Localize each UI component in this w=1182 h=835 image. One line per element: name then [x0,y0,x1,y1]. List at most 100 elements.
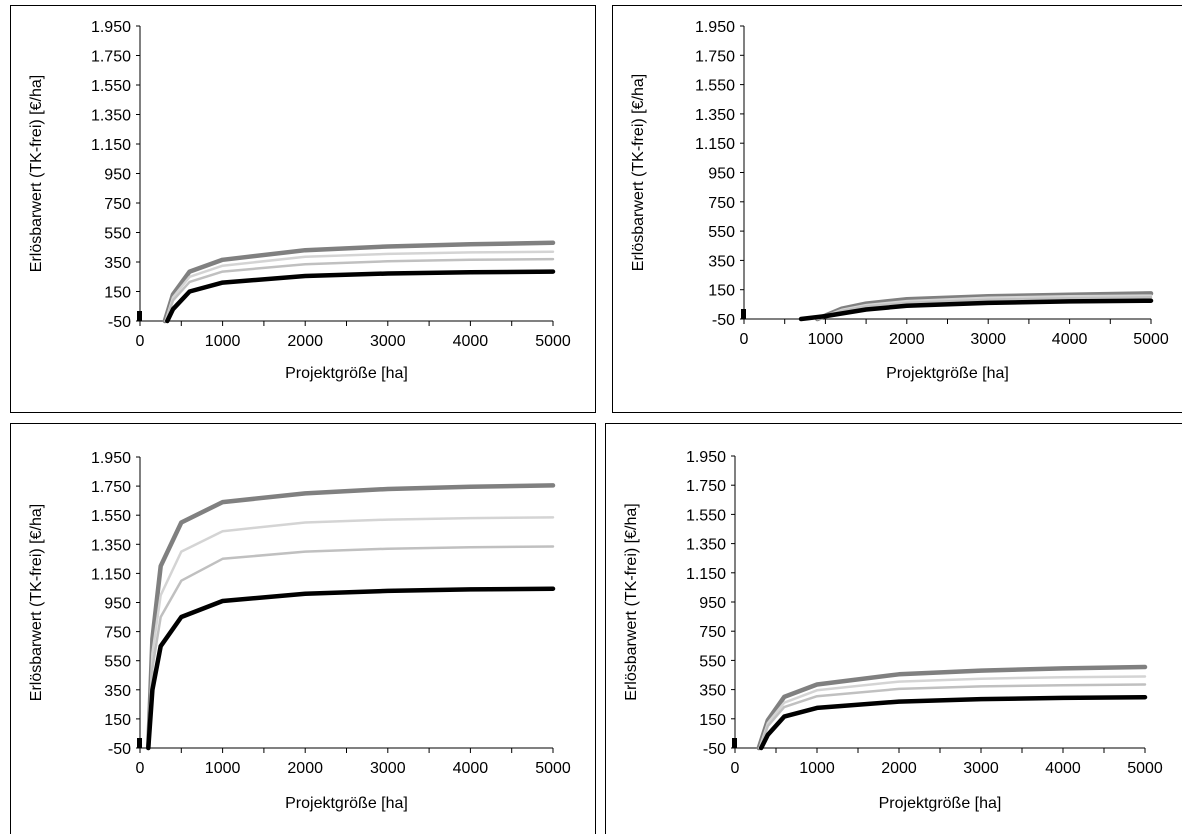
y-tick-label: 1.150 [91,566,131,583]
y-tick-label: -50 [108,314,131,331]
x-tick-label: 5000 [535,760,571,777]
y-tick-label: 150 [104,712,131,729]
y-axis-title: Erlösbarwert (TK-frei) [€/ha] [623,503,640,700]
y-tick-label: 1.750 [686,478,726,495]
x-tick-label: 1000 [799,760,835,777]
y-tick-label: 1.550 [91,508,131,525]
y-axis-title: Erlösbarwert (TK-frei) [€/ha] [28,504,45,701]
x-tick-label: 4000 [1052,331,1088,348]
series-line-4 [758,694,1148,751]
series-line-2 [147,516,555,750]
y-tick-label: 1.350 [686,537,726,554]
x-tick-label: 4000 [453,760,489,777]
y-tick-label: -50 [703,741,726,758]
x-tick-label: 0 [136,333,145,350]
x-tick-label: 4000 [453,333,489,350]
y-tick-label: 1.750 [91,49,131,66]
x-tick-label: 1000 [808,331,844,348]
chart-panel-top-left: -50 150 350 550 750 950 1.150 1.350 1.550 1.750 1.… [10,5,596,413]
x-tick-label: 0 [136,760,145,777]
series-line-3 [147,545,555,750]
series-line-2 [758,675,1147,750]
series-line-3 [165,257,555,323]
x-tick-label: 3000 [370,333,406,350]
chart-bottom-left: -50 150 350 550 750 950 1.150 1.350 1.550 1.750 1.… [28,450,571,812]
origin-marker [137,738,142,748]
y-tick-label: 550 [104,654,131,671]
origin-marker [137,311,142,321]
y-tick-label: 1.750 [695,48,735,65]
series-line-4 [146,586,556,751]
y-axis-title: Erlösbarwert (TK-frei) [€/ha] [630,74,647,271]
y-tick-label: 350 [104,683,131,700]
series-line-3 [759,683,1147,750]
y-tick-label: 150 [104,285,131,302]
x-tick-label: 2000 [287,760,323,777]
y-tick-label: -50 [712,312,735,329]
y-tick-label: 950 [708,166,735,183]
series-line-1 [756,664,1148,751]
chart-panel-top-right: -50 150 350 550 750 950 1.150 1.350 1.550 1.750 1.… [612,5,1182,413]
x-tick-label: 3000 [970,331,1006,348]
x-tick-label: 5000 [1127,760,1163,777]
series-line-4 [165,269,556,324]
y-tick-label: 350 [699,683,726,700]
y-tick-label: 750 [699,624,726,641]
y-tick-label: 1.950 [686,449,726,466]
y-tick-label: 1.150 [686,566,726,583]
chart-bottom-right: -50 150 350 550 750 950 1.150 1.350 1.550 1.750 1.… [623,449,1163,812]
series-line-3 [816,296,1153,321]
y-tick-label: 950 [699,595,726,612]
x-tick-label: 2000 [287,333,323,350]
chart-top-right: -50 150 350 550 750 950 1.150 1.350 1.550 1.750 1.… [630,19,1169,382]
x-tick-label: 5000 [535,333,571,350]
series-line-4 [798,298,1154,322]
y-tick-label: 1.950 [91,19,131,36]
y-tick-label: 1.150 [695,136,735,153]
x-tick-label: 4000 [1045,760,1081,777]
y-tick-label: 1.550 [695,78,735,95]
x-tick-label: 2000 [889,331,925,348]
series-line-2 [164,250,555,323]
y-tick-label: 1.950 [695,19,735,36]
y-tick-label: 350 [708,253,735,270]
y-tick-label: 750 [708,195,735,212]
x-axis-title: Projektgröße [ha] [285,365,408,382]
series-line-1 [162,240,556,324]
y-axis-title: Erlösbarwert (TK-frei) [€/ha] [28,75,45,272]
x-tick-label: 3000 [370,760,406,777]
y-tick-label: 950 [104,167,131,184]
y-tick-label: 1.350 [695,107,735,124]
y-tick-label: 350 [104,255,131,272]
y-tick-label: 550 [104,226,131,243]
x-axis-title: Projektgröße [ha] [879,795,1002,812]
x-axis-title: Projektgröße [ha] [285,795,408,812]
x-tick-label: 5000 [1133,331,1169,348]
y-tick-label: -50 [108,741,131,758]
x-tick-label: 0 [740,331,749,348]
y-tick-label: 750 [104,625,131,642]
chart-panel-bottom-right: -50 150 350 550 750 950 1.150 1.350 1.550 1.750 1.… [605,423,1182,834]
y-tick-label: 150 [708,283,735,300]
x-tick-label: 1000 [205,333,241,350]
y-tick-label: 1.950 [91,450,131,467]
y-tick-label: 1.350 [91,537,131,554]
chart-panel-bottom-left: -50 150 350 550 750 950 1.150 1.350 1.550 1.750 1.… [10,423,596,834]
x-tick-label: 2000 [881,760,917,777]
y-tick-label: 1.750 [91,479,131,496]
series-line-1 [146,483,556,751]
origin-marker [741,309,746,319]
x-axis-title: Projektgröße [ha] [886,365,1009,382]
chart-top-left: -50 150 350 550 750 950 1.150 1.350 1.550 1.750 1.… [28,19,571,382]
y-tick-label: 950 [104,596,131,613]
y-tick-label: 1.550 [686,507,726,524]
y-tick-label: 150 [699,712,726,729]
y-tick-label: 1.550 [91,78,131,95]
y-tick-label: 750 [104,196,131,213]
x-tick-label: 0 [731,760,740,777]
y-tick-label: 550 [699,653,726,670]
y-tick-label: 1.150 [91,137,131,154]
y-tick-label: 550 [708,224,735,241]
x-tick-label: 3000 [963,760,999,777]
x-tick-label: 1000 [205,760,241,777]
